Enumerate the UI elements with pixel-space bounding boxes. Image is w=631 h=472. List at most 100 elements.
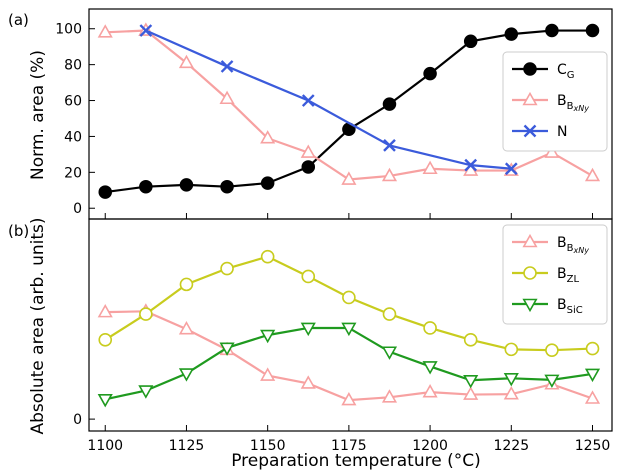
panel-b-legend-item-bbxny: BBxNy xyxy=(512,233,589,255)
panel-a-data-point-cg-7 xyxy=(382,97,397,111)
panel-a-series-line-n xyxy=(145,29,512,170)
panel-b-data-point-bzl-1 xyxy=(139,307,153,321)
panel-b-y-axis-label: Absolute area (arb. units) xyxy=(28,217,48,434)
panel-b-data-point-bzl-4 xyxy=(260,249,275,264)
panel-b-data-point-bzl-8 xyxy=(423,321,437,335)
panel-b-series-bzl xyxy=(98,249,600,357)
panel-b-axes: 0 1100 1125 1150 1175 1200 1225 1250 xyxy=(73,218,613,454)
panel-b-y-tick-label-0: 0 xyxy=(73,412,82,428)
panel-a-series-cg xyxy=(98,23,600,199)
panel-a-y-tick-label-40: 40 xyxy=(64,129,82,145)
panel-a-data-point-cg-12 xyxy=(585,23,600,38)
x-axis-label: Preparation temperature (°C) xyxy=(231,451,481,471)
panel-a-y-tick-label-80: 80 xyxy=(64,58,82,74)
panel-b-data-point-bsic-12 xyxy=(584,368,601,383)
panel-b-data-point-bsic-9 xyxy=(463,374,479,389)
panel-a-data-point-bbxny-8 xyxy=(422,160,438,175)
panel-a-data-point-cg-10 xyxy=(504,27,519,41)
panel-b-data-point-bzl-2 xyxy=(179,277,194,292)
panel-b-data-point-bzl-3 xyxy=(220,261,234,276)
panel-a-y-tick-label-0: 0 xyxy=(73,201,82,217)
panel-b: 0 1100 1125 1150 1175 1200 1225 1250 BBxNy BZL BS… xyxy=(73,218,613,454)
panel-b-data-point-bbxny-5 xyxy=(300,375,316,389)
panel-a-series xyxy=(97,22,601,199)
panel-a-data-point-bbxny-2 xyxy=(178,54,195,69)
panel-b-data-point-bsic-5 xyxy=(300,322,316,337)
panel-a-legend: CG BBxNy N xyxy=(502,51,608,152)
panel-b-data-point-bbxny-10 xyxy=(503,386,519,400)
panel-a-series-n xyxy=(139,24,518,176)
panel-a-data-point-bbxny-5 xyxy=(300,144,316,158)
panel-b-legend-marker-bsic xyxy=(522,298,538,313)
panel-a-data-point-bbxny-11 xyxy=(544,144,560,158)
panel-a-legend-box xyxy=(502,51,608,152)
panel-a-y-tick-label-20: 20 xyxy=(64,165,82,181)
panel-a: 0 20 40 60 80 100 CG BBxNy N xyxy=(55,8,613,220)
panel-a-label: (a) xyxy=(8,11,29,29)
panel-b-data-point-bzl-0 xyxy=(98,333,113,347)
panel-b-data-point-bbxny-4 xyxy=(260,367,276,381)
panel-b-legend-label-bsic: BSiC xyxy=(557,297,583,316)
panel-b-legend-label-bzl: BZL xyxy=(557,266,579,285)
panel-b-data-point-bzl-11 xyxy=(545,343,559,357)
panel-b-x-tick-label-1175: 1175 xyxy=(331,438,367,454)
panel-a-data-point-n-5 xyxy=(504,162,518,176)
panel-b-data-point-bzl-7 xyxy=(382,307,397,321)
panel-b-data-point-bsic-6 xyxy=(341,322,357,337)
panel-b-data-point-bbxny-8 xyxy=(422,384,438,398)
panel-b-data-point-bbxny-0 xyxy=(97,303,113,318)
panel-b-data-point-bzl-6 xyxy=(342,290,356,305)
panel-b-data-point-bsic-7 xyxy=(381,346,398,360)
panel-a-data-point-n-1 xyxy=(220,60,234,73)
panel-b-x-tick-label-1150: 1150 xyxy=(250,438,286,454)
panel-b-x-tick-label-1100: 1100 xyxy=(87,438,123,454)
panel-b-label: (b) xyxy=(8,222,29,240)
panel-b-series xyxy=(97,249,601,408)
panel-a-data-point-bbxny-7 xyxy=(381,167,398,182)
panel-b-x-tick-label-1125: 1125 xyxy=(169,438,205,454)
panel-b-legend-item-bzl: BZL xyxy=(512,266,579,285)
panel-a-data-point-n-2 xyxy=(301,94,315,107)
panel-a-data-point-cg-0 xyxy=(98,185,112,199)
panel-b-data-point-bsic-10 xyxy=(503,372,519,387)
panel-a-data-point-n-4 xyxy=(464,158,478,172)
panel-b-series-line-bsic xyxy=(105,326,593,401)
panel-a-data-point-cg-3 xyxy=(220,179,234,194)
panel-b-legend-box xyxy=(502,224,608,325)
panel-b-data-point-bbxny-6 xyxy=(341,391,357,406)
panel-a-data-point-bbxny-3 xyxy=(219,90,235,105)
panel-a-legend-marker-n xyxy=(523,124,537,138)
panel-b-legend-label-bbxny: BBxNy xyxy=(557,235,589,255)
panel-a-y-axis-label: Norm. area (%) xyxy=(28,50,48,180)
panel-a-data-point-cg-4 xyxy=(260,176,275,190)
panel-b-data-point-bbxny-2 xyxy=(178,321,195,335)
panel-b-data-point-bsic-4 xyxy=(260,329,276,344)
panel-b-data-point-bbxny-9 xyxy=(463,386,479,400)
panel-b-data-point-bsic-0 xyxy=(97,393,113,408)
panel-b-data-point-bbxny-7 xyxy=(381,389,398,403)
panel-b-x-tick-label-1200: 1200 xyxy=(412,438,448,454)
panel-a-legend-label-bbxny: BBxNy xyxy=(557,93,589,113)
panel-a-data-point-bbxny-12 xyxy=(584,167,601,182)
panel-a-data-point-cg-5 xyxy=(301,160,316,174)
panel-b-legend-item-bsic: BSiC xyxy=(512,297,583,316)
panel-b-data-point-bzl-9 xyxy=(463,333,478,347)
panel-b-data-point-bsic-3 xyxy=(219,342,235,356)
panel-a-data-point-cg-8 xyxy=(423,66,437,81)
panel-a-data-point-bbxny-4 xyxy=(260,130,276,144)
panel-b-x-tick-label-1250: 1250 xyxy=(575,438,611,454)
panel-b-data-point-bsic-8 xyxy=(422,361,438,375)
panel-b-series-bsic xyxy=(97,322,601,408)
panel-a-data-point-cg-9 xyxy=(463,34,478,49)
panel-b-data-point-bzl-10 xyxy=(504,342,519,357)
panel-a-data-point-n-3 xyxy=(383,139,396,152)
panel-a-data-point-bbxny-6 xyxy=(341,171,357,185)
panel-b-x-tick-label-1225: 1225 xyxy=(493,438,529,454)
panel-a-legend-marker-cg xyxy=(523,62,537,76)
panel-b-legend-marker-bbxny xyxy=(522,233,538,248)
panel-a-legend-marker-bbxny xyxy=(522,91,538,106)
panel-b-data-point-bsic-2 xyxy=(178,368,195,382)
panel-a-legend-item-bbxny: BBxNy xyxy=(512,91,589,113)
panel-a-data-point-n-0 xyxy=(139,24,153,37)
